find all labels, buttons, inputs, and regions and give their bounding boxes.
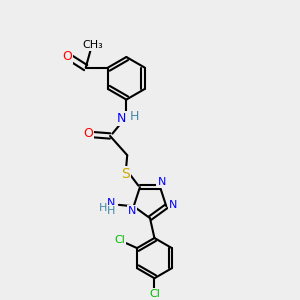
Text: H: H <box>99 203 107 213</box>
Text: N: N <box>107 198 116 208</box>
Text: N: N <box>117 112 127 125</box>
Text: H: H <box>107 206 116 216</box>
Text: Cl: Cl <box>149 289 160 299</box>
Text: H: H <box>130 110 139 123</box>
Text: O: O <box>62 50 72 63</box>
Text: N: N <box>169 200 177 210</box>
Text: O: O <box>83 128 93 140</box>
Text: CH₃: CH₃ <box>82 40 103 50</box>
Text: N: N <box>158 177 166 187</box>
Text: N: N <box>128 206 136 216</box>
Text: S: S <box>122 167 130 182</box>
Text: Cl: Cl <box>114 236 125 245</box>
